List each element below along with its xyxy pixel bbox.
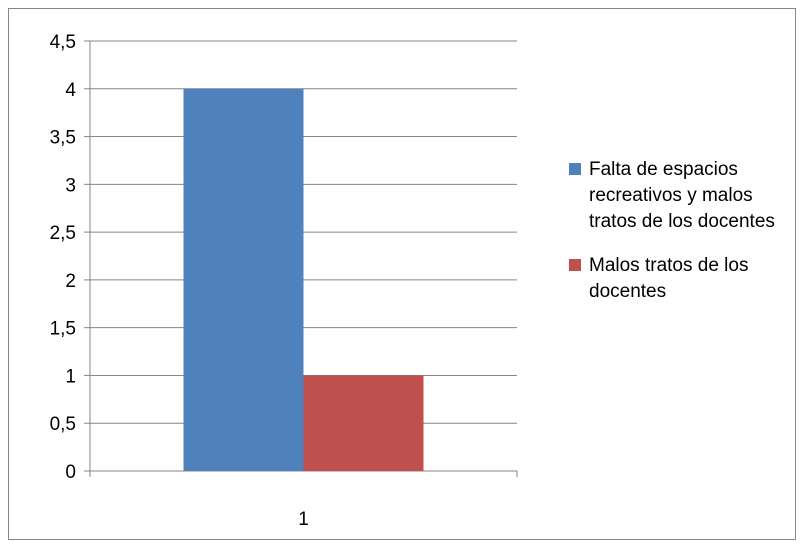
chart-area: 0 0,5 1 1,5 2 2,5 3 3,5 4 4,5 1 Falta de espacios … xyxy=(8,8,796,540)
legend-swatch-series-2 xyxy=(569,259,581,271)
x-tick-label: 1 xyxy=(298,509,309,530)
legend-item-series-1: Falta de espacios recreativos y malos tr… xyxy=(569,157,805,235)
legend-label-series-2: Malos tratos de los docentes xyxy=(589,255,749,302)
y-tick-label: 4,5 xyxy=(50,32,76,53)
bar-series-2 xyxy=(303,375,424,471)
bar-series-1 xyxy=(183,88,304,472)
y-tick-label: 0,5 xyxy=(50,414,76,435)
legend-label-series-1: Falta de espacios recreativos y malos tr… xyxy=(589,159,775,232)
y-tick-label: 3,5 xyxy=(50,128,76,149)
bar-chart: 0 0,5 1 1,5 2 2,5 3 3,5 4 4,5 1 xyxy=(50,32,518,530)
y-tick-label: 2 xyxy=(65,271,76,292)
legend-swatch-series-1 xyxy=(569,163,581,175)
y-tick-label: 1,5 xyxy=(50,319,76,340)
y-tick-label: 0 xyxy=(65,462,76,483)
legend-item-series-2: Malos tratos de los docentes xyxy=(569,253,805,305)
y-tick-label: 3 xyxy=(65,175,76,196)
legend: Falta de espacios recreativos y malos tr… xyxy=(569,157,805,323)
y-tick-label: 1 xyxy=(65,366,76,387)
y-tick-label: 2,5 xyxy=(50,223,76,244)
y-tick-label: 4 xyxy=(65,80,76,101)
